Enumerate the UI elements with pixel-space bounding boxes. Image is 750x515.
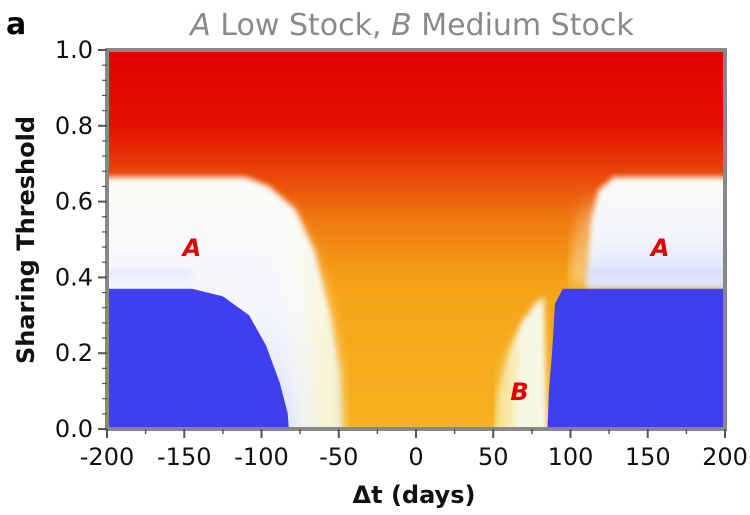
y-tick-label: 0.8 [55,112,93,140]
annotation-label-b: B [510,378,528,406]
heat-region-b-edge [496,330,518,429]
y-tick-label: 1.0 [55,36,93,64]
y-axis: 0.0 0.2 0.4 0.6 0.8 1.0 [55,36,107,443]
heat-fade-left [107,269,192,289]
x-tick-label: -100 [234,443,288,471]
title-part-1: Low Stock, [211,8,391,43]
annotation-label-a: A [649,234,670,262]
heat-region-right-low [547,288,725,429]
x-tick-label: -200 [80,443,134,471]
annotation-label-a: A [181,234,202,262]
x-tick-label: 100 [548,443,594,471]
y-tick-label: 0.4 [55,263,93,291]
chart-title: A Low Stock, B Medium Stock [188,8,634,43]
y-axis-label: Sharing Threshold [12,116,40,364]
heat-region-left-edge [269,201,342,429]
y-tick-label: 0.2 [55,339,93,367]
x-tick-label: 200 [702,443,748,471]
panel-label: a [6,7,26,42]
title-part-3: Medium Stock [412,8,635,43]
x-tick-label: 150 [625,443,671,471]
x-tick-label: -50 [319,443,358,471]
title-part-0: A [188,8,211,43]
y-tick-label: 0.6 [55,188,93,216]
x-axis-label: Δt (days) [353,481,476,509]
heat-fade-right [585,269,725,289]
heat-region-left-low [107,288,289,429]
annotations: A A B [181,234,670,406]
heat-region-right-mid [586,177,725,289]
y-tick-label: 0.0 [55,415,93,443]
title-part-2: B [391,8,412,43]
plot-area [107,50,725,429]
x-tick-label: -150 [157,443,211,471]
x-tick-label: 0 [408,443,423,471]
x-tick-label: 50 [478,443,509,471]
heat-region-right-edge [570,194,599,285]
x-axis: -200 -150 -100 -50 0 50 100 150 200 [80,429,748,471]
